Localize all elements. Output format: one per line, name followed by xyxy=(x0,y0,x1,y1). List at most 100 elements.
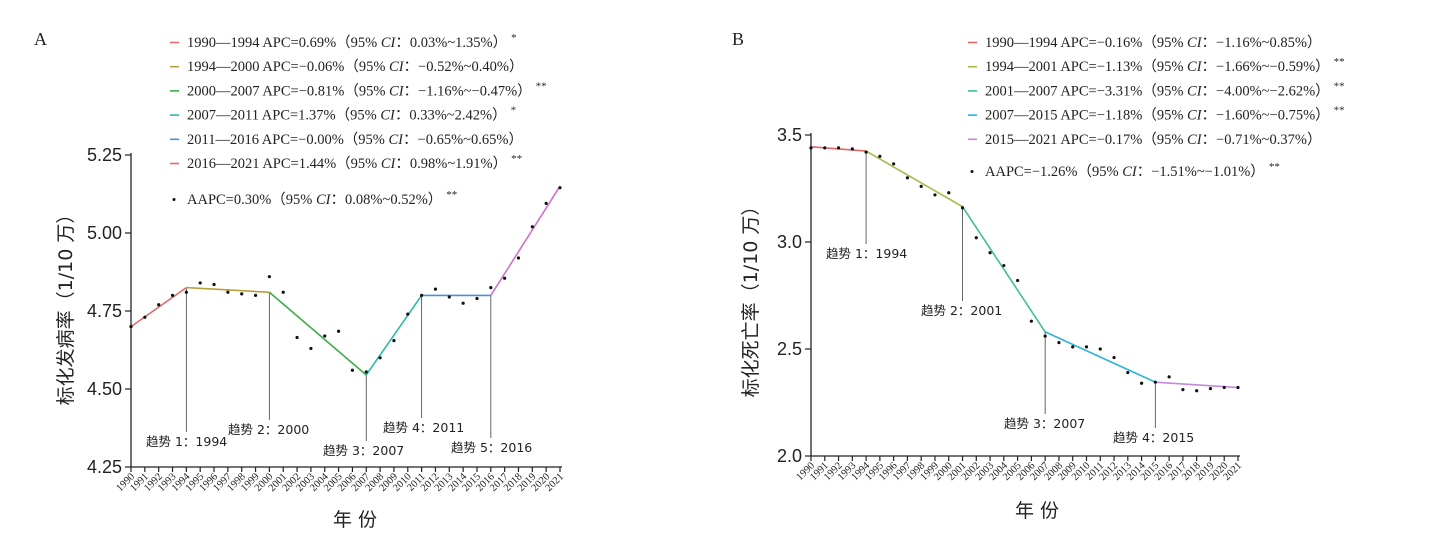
panel-a-observed-point xyxy=(503,276,507,280)
panel-a-label: A xyxy=(34,29,47,49)
panel-b-legend-text: 2001—2007 APC=−3.31%（95% xyxy=(985,82,1187,99)
panel-b-legend-text: 1990—1994 APC=−0.16%（95% xyxy=(985,34,1187,51)
panel-a-observed-point xyxy=(170,293,175,297)
panel-a-observed-point xyxy=(281,290,285,294)
panel-b-observed-point xyxy=(1043,334,1047,338)
panel-b-aapc-marker xyxy=(970,170,974,173)
panel-b-observed-point xyxy=(1016,278,1020,283)
panel-b-legend-entry: 1990—1994 APC=−0.16%（95% CI：−1.16%~0.85%… xyxy=(985,34,1321,51)
panel-b-observed-point xyxy=(836,146,841,150)
panel-b-aapc-text: ：−1.51%~−1.01%） xyxy=(1137,163,1265,180)
panel-a-segment-line xyxy=(130,286,187,328)
panel-b-legend-text: ：−1.66%~−0.59%） xyxy=(1202,58,1330,75)
panel-b-label: B xyxy=(732,29,744,49)
panel-a-observed-point xyxy=(143,315,147,319)
panel-a-observed-point xyxy=(129,325,133,329)
panel-b-observed-point xyxy=(878,154,882,158)
panel-b-joinpoint-label: 趋势 2：2001 xyxy=(921,303,1002,318)
panel-a-segment-line xyxy=(186,286,270,294)
panel-a: A 标化发病率（1/10 万） 年 份 4.25 4.50 4.75 5.00 5.25… xyxy=(34,29,566,531)
panel-b: B 标化死亡率（1/10 万） 年 份 2.02.53.03.519901991… xyxy=(732,29,1345,522)
panel-a-legend-text: 2007—2011 APC=1.37%（95% xyxy=(187,107,380,124)
panel-a-observed-point xyxy=(461,301,465,305)
panel-b-legend-text: ：−1.60%~−0.75%） xyxy=(1202,107,1330,124)
panel-a-legend-text: 2000—2007 APC=−0.81%（95% xyxy=(187,82,389,99)
panel-a-legend-text: 1994—2000 APC=−0.06%（95% xyxy=(187,58,389,75)
panel-b-observed-point xyxy=(905,176,910,180)
panel-b-aapc-text: AAPC=−1.26%（95% xyxy=(985,163,1122,180)
panel-a-legend-entry: 2016—2021 APC=1.44%（95% CI：0.98%~1.91%） *… xyxy=(187,153,522,172)
panel-a-observed-point xyxy=(544,201,548,205)
panel-b-y-tick-label: 3.0 xyxy=(777,232,802,252)
panel-a-observed-point xyxy=(516,256,521,260)
panel-b-observed-point xyxy=(1153,380,1157,384)
panel-b-observed-point xyxy=(919,184,923,188)
panel-b-y-tick-label: 2.0 xyxy=(777,446,802,466)
panel-b-legend-ci: CI xyxy=(1187,108,1203,124)
panel-a-legend-significance: * xyxy=(511,105,517,117)
panel-a-joinpoint-label: 趋势 5：2016 xyxy=(451,440,532,455)
panel-a-observed-point xyxy=(309,346,313,351)
panel-b-legend-text: 2007—2015 APC=−1.18%（95% xyxy=(985,107,1187,124)
panel-b-legend-text: ：−4.00%~−2.62%） xyxy=(1202,82,1330,99)
panel-a-observed-point xyxy=(530,225,534,229)
panel-b-observed-point xyxy=(864,150,868,154)
panel-a-legend-ci: CI xyxy=(389,59,405,75)
panel-a-legend-entry: 2011—2016 APC=−0.00%（95% CI：−0.65%~0.65%… xyxy=(187,131,523,148)
panel-a-aapc-text: ：0.08%~0.52%） xyxy=(331,191,443,208)
panel-a-legend-text: ：−0.52%~0.40%） xyxy=(404,58,524,75)
panel-b-y-axis-title: 标化死亡率（1/10 万） xyxy=(740,197,762,398)
panel-a-joinpoint-label: 趋势 1：1994 xyxy=(146,434,227,449)
panel-b-segment-line xyxy=(961,206,1046,333)
panel-a-x-axis-title: 年 份 xyxy=(333,509,377,531)
panel-a-observed-point xyxy=(323,334,327,338)
panel-a-observed-point xyxy=(350,368,355,372)
panel-b-observed-point xyxy=(1139,381,1144,385)
panel-b-legend-text: ：−1.16%~0.85%） xyxy=(1202,34,1322,51)
panel-a-observed-point xyxy=(198,281,202,285)
panel-b-legend-ci: CI xyxy=(1187,35,1203,51)
panel-b-observed-point xyxy=(809,146,813,150)
panel-b-observed-point xyxy=(892,162,896,166)
panel-a-joinpoint-label: 趋势 2：2000 xyxy=(228,422,309,437)
panel-b-observed-point xyxy=(933,193,937,197)
panel-b-observed-point xyxy=(1002,263,1006,268)
panel-b-legend-entry: 1994—2001 APC=−1.13%（95% CI：−1.66%~−0.59… xyxy=(985,56,1345,75)
panel-b-observed-point xyxy=(823,146,827,150)
panel-a-observed-point xyxy=(184,290,188,294)
panel-b-segment-line xyxy=(865,150,963,208)
panel-a-observed-point xyxy=(447,295,451,299)
panel-b-observed-point xyxy=(1029,319,1033,323)
panel-b-observed-point xyxy=(850,147,854,151)
panel-b-aapc-entry: AAPC=−1.26%（95% CI：−1.51%~−1.01%） ** xyxy=(985,161,1280,180)
panel-a-segment-line xyxy=(268,291,367,376)
panel-b-joinpoint-label: 趋势 1：1994 xyxy=(826,246,907,261)
panel-a-observed-point xyxy=(433,287,438,291)
panel-a-observed-point xyxy=(489,286,493,290)
panel-b-legend-entry: 2015—2021 APC=−0.17%（95% CI：−0.71%~0.37%… xyxy=(985,131,1321,148)
panel-a-legend-significance: * xyxy=(511,32,517,44)
panel-a-observed-point xyxy=(392,339,396,343)
panel-b-legend-ci: CI xyxy=(1187,59,1203,75)
panel-b-observed-point xyxy=(1071,345,1075,349)
panel-a-y-axis-title: 标化发病率（1/10 万） xyxy=(55,205,77,406)
panel-b-legend-significance: ** xyxy=(1334,80,1345,92)
panel-b-aapc-significance: ** xyxy=(1269,161,1280,173)
panel-b-aapc-ci: CI xyxy=(1122,164,1138,180)
panel-b-observed-point xyxy=(1222,385,1226,390)
panel-b-legend-text: 1994—2001 APC=−1.13%（95% xyxy=(985,58,1187,75)
panel-a-observed-point xyxy=(157,303,161,307)
panel-a-observed-point xyxy=(253,293,258,297)
panel-b-observed-point xyxy=(974,236,978,240)
panel-b-legend-entry: 2001—2007 APC=−3.31%（95% CI：−4.00%~−2.62… xyxy=(985,80,1345,99)
panel-a-legend-entry: 1994—2000 APC=−0.06%（95% CI：−0.52%~0.40%… xyxy=(187,58,523,75)
panel-b-legend-significance: ** xyxy=(1334,56,1345,68)
panel-a-legend-significance: ** xyxy=(511,153,522,165)
panel-a-y-tick-label: 5.25 xyxy=(87,145,122,165)
panel-a-legend-text: ：0.98%~1.91%） xyxy=(395,155,507,172)
panel-a-observed-point xyxy=(267,275,271,279)
panel-a-observed-point xyxy=(558,186,562,190)
panel-a-legend-ci: CI xyxy=(389,132,405,148)
panel-b-joinpoint-label: 趋势 4：2015 xyxy=(1113,430,1194,445)
